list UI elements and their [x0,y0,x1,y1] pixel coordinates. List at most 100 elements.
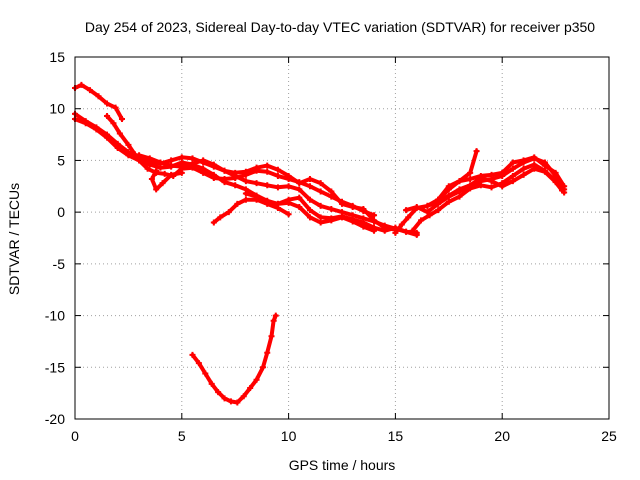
data-point [552,179,559,186]
data-point [225,209,232,216]
data-point [253,376,260,383]
series-track-13 [424,165,566,209]
data-point [253,193,260,200]
data-point [424,209,431,216]
data-point [242,168,249,175]
data-point [509,159,516,166]
data-point [234,200,241,207]
data-point [161,170,168,177]
data-point [409,227,416,234]
data-point [349,218,356,225]
data-point [317,219,324,226]
data-point [488,184,495,191]
data-point [104,100,111,107]
series-track-8 [242,190,378,234]
data-point [148,176,155,183]
data-point [146,155,153,162]
data-point [247,384,254,391]
y-tick-label: -10 [45,308,65,324]
data-point [296,194,303,201]
data-point [274,184,281,191]
data-point [253,180,260,187]
data-point [306,207,313,214]
x-tick-label: 20 [494,428,510,444]
data-point [136,157,143,164]
data-point [360,223,367,230]
data-point [328,206,335,213]
data-point [435,207,442,214]
data-point [520,157,527,164]
x-tick-label: 0 [71,428,79,444]
data-point [445,192,452,199]
data-point [264,168,271,175]
data-point [477,182,484,189]
data-point [110,120,117,127]
series-track-7 [210,196,292,226]
data-point [136,152,143,159]
data-point [78,81,85,88]
data-point [339,200,345,207]
data-point [360,206,367,213]
data-point [274,172,281,179]
data-point [559,187,566,194]
data-point [200,157,207,164]
data-point [264,162,271,169]
data-point [467,182,474,189]
data-point [264,349,271,356]
data-series [72,81,568,406]
data-point [285,199,292,206]
data-point [405,214,412,221]
data-point [541,162,548,169]
data-point [200,169,207,176]
data-point [456,193,463,200]
data-point [328,217,335,224]
data-point [531,154,538,161]
series-line [190,313,278,405]
data-point [426,212,433,219]
data-point [210,161,217,168]
data-point [153,167,160,174]
data-point [306,176,313,183]
data-point [328,188,335,195]
data-point [520,171,527,178]
data-point [456,178,463,185]
data-point [189,351,196,358]
data-point [296,180,303,187]
data-point [296,186,303,193]
data-point [125,152,132,159]
series-line [410,162,567,233]
data-point [125,141,132,148]
data-point [520,165,527,172]
data-point [116,130,123,137]
data-point [95,93,102,100]
data-point [178,163,185,170]
data-point [104,134,111,141]
data-point [392,229,399,236]
data-point [195,360,202,367]
data-point [227,398,234,405]
data-point [215,389,222,396]
data-point [242,178,249,185]
data-point [202,370,209,377]
data-point [264,182,271,189]
data-point [131,151,138,158]
data-point [168,162,175,169]
data-point [157,159,164,166]
data-point [144,165,151,172]
data-point [259,364,266,371]
data-point [445,198,452,205]
data-point [178,169,185,176]
data-point [112,104,119,111]
data-point [317,180,324,187]
data-point [509,172,516,179]
data-point [268,333,275,340]
data-point [232,169,239,176]
data-point [317,202,324,209]
data-point [86,87,93,94]
data-point [499,169,506,176]
data-point [403,207,410,214]
data-point [178,154,185,161]
data-point [552,169,559,176]
y-tick-label: -20 [45,411,65,427]
